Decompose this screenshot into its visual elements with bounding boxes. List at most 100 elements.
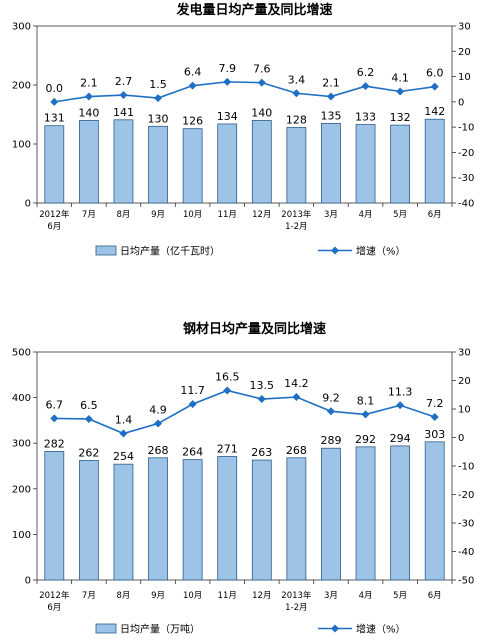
- line-value-label: 16.5: [215, 370, 240, 383]
- x-tick-label: 12月: [252, 210, 271, 220]
- bar-value-label: 135: [320, 109, 341, 122]
- bar: [44, 125, 65, 204]
- bar-value-label: 289: [320, 434, 341, 447]
- chart-title: 钢材日均产量及同比增速: [183, 321, 326, 337]
- bar-value-label: 254: [113, 450, 134, 463]
- line-point-marker: [430, 82, 439, 91]
- growth-line: [54, 81, 435, 103]
- right-tick-label: -40: [458, 199, 474, 210]
- x-tick-label: 4月: [359, 591, 373, 601]
- bar: [44, 451, 65, 581]
- bar: [217, 123, 238, 204]
- bar-value-label: 264: [182, 446, 203, 459]
- line-point-marker: [119, 91, 128, 100]
- bar: [113, 463, 134, 581]
- line-value-label: 7.2: [426, 397, 444, 410]
- line-value-label: 14.2: [284, 377, 309, 390]
- x-tick-label: 2013年: [281, 590, 312, 601]
- line-value-label: 1.4: [115, 414, 133, 427]
- right-tick-label: 10: [458, 72, 471, 83]
- bar: [321, 447, 341, 581]
- right-tick-label: 20: [458, 376, 471, 387]
- x-tick-label: 11月: [218, 591, 237, 601]
- line-value-label: 4.1: [391, 71, 409, 84]
- line-point-marker: [154, 94, 163, 103]
- right-tick-label: -20: [458, 148, 474, 159]
- x-tick-label: 10月: [183, 210, 202, 220]
- legend-line-marker: [331, 246, 339, 255]
- right-tick-label: 10: [458, 405, 471, 416]
- bar-value-label: 282: [44, 437, 65, 450]
- bar-value-label: 142: [424, 105, 445, 118]
- line-value-label: 6.5: [80, 399, 98, 412]
- legend-bar-swatch: [95, 623, 117, 634]
- line-value-label: 6.2: [357, 66, 375, 79]
- bar: [424, 441, 445, 581]
- x-tick-label: 8月: [116, 210, 130, 220]
- x-tick-label: 12月: [252, 591, 271, 601]
- bar-value-label: 303: [424, 428, 445, 441]
- legend-line-marker: [331, 624, 339, 633]
- legend-bar-swatch: [95, 245, 117, 256]
- chart-title: 发电量日均产量及同比增速: [175, 2, 332, 18]
- chart-2: 钢材日均产量及同比增速0100200300400500-50-40-30-20-…: [12, 321, 474, 636]
- bar: [78, 460, 99, 581]
- line-point-marker: [326, 407, 335, 416]
- bar: [390, 124, 411, 204]
- line-point-marker: [326, 92, 335, 101]
- line-point-marker: [430, 412, 439, 421]
- line-value-label: 2.1: [322, 77, 340, 90]
- x-tick-label-line2: 6月: [47, 222, 61, 232]
- line-point-marker: [223, 77, 232, 86]
- right-tick-label: 30: [458, 348, 471, 359]
- left-tick-label: 0: [25, 576, 31, 587]
- line-value-label: 6.7: [46, 398, 64, 411]
- x-tick-label: 7月: [82, 210, 96, 220]
- legend-line-label: 增速（%）: [356, 245, 406, 258]
- line-point-marker: [84, 414, 93, 423]
- right-tick-label: 30: [458, 22, 471, 33]
- x-tick-label: 3月: [324, 210, 338, 220]
- x-tick-label: 5月: [393, 591, 407, 601]
- right-tick-label: 0: [458, 433, 464, 444]
- right-tick-label: -30: [458, 519, 474, 530]
- bar-value-label: 292: [355, 433, 376, 446]
- legend: 日均产量（亿千瓦时） 增速（%）: [95, 245, 406, 258]
- line-point-marker: [396, 87, 405, 96]
- x-tick-label: 8月: [116, 591, 130, 601]
- bar-value-label: 132: [390, 111, 411, 124]
- bar-value-label: 134: [217, 110, 238, 123]
- bar-value-label: 140: [251, 106, 272, 119]
- line-point-marker: [361, 410, 370, 419]
- x-tick-label: 9月: [151, 210, 165, 220]
- line-value-label: 7.6: [253, 63, 271, 76]
- line-point-marker: [292, 89, 301, 98]
- bar-value-label: 268: [286, 444, 307, 457]
- right-tick-label: -40: [458, 547, 474, 558]
- right-tick-label: -10: [458, 462, 474, 473]
- bar: [355, 446, 376, 581]
- legend-bar-label: 日均产量（万吨）: [120, 623, 200, 636]
- chart-1: 发电量日均产量及同比增速 0 100 200 300 -40 -30 -20 -10 0 10 20 3…: [12, 2, 474, 258]
- left-tick-label: 300: [12, 439, 31, 450]
- line-point-marker: [396, 401, 405, 410]
- line-value-label: 4.9: [149, 404, 167, 417]
- bar: [251, 120, 272, 204]
- bar-value-label: 294: [390, 432, 411, 445]
- right-tick-label: -30: [458, 173, 474, 184]
- bar-value-label: 131: [44, 112, 65, 125]
- line-value-label: 13.5: [250, 379, 275, 392]
- x-tick-label: 2012年: [39, 209, 70, 220]
- bar-value-label: 126: [182, 115, 203, 128]
- x-tick-label: 5月: [393, 210, 407, 220]
- left-tick-label: 300: [12, 22, 31, 33]
- line-value-label: 1.5: [149, 78, 167, 91]
- legend: 日均产量（万吨） 增速（%）: [95, 623, 406, 636]
- line-value-label: 9.2: [322, 391, 340, 404]
- left-tick-label: 400: [12, 393, 31, 404]
- line-value-label: 2.7: [115, 75, 133, 88]
- x-tick-label: 4月: [359, 210, 373, 220]
- left-tick-label: 100: [12, 530, 31, 541]
- bar: [424, 118, 445, 204]
- right-tick-label: -50: [458, 576, 474, 587]
